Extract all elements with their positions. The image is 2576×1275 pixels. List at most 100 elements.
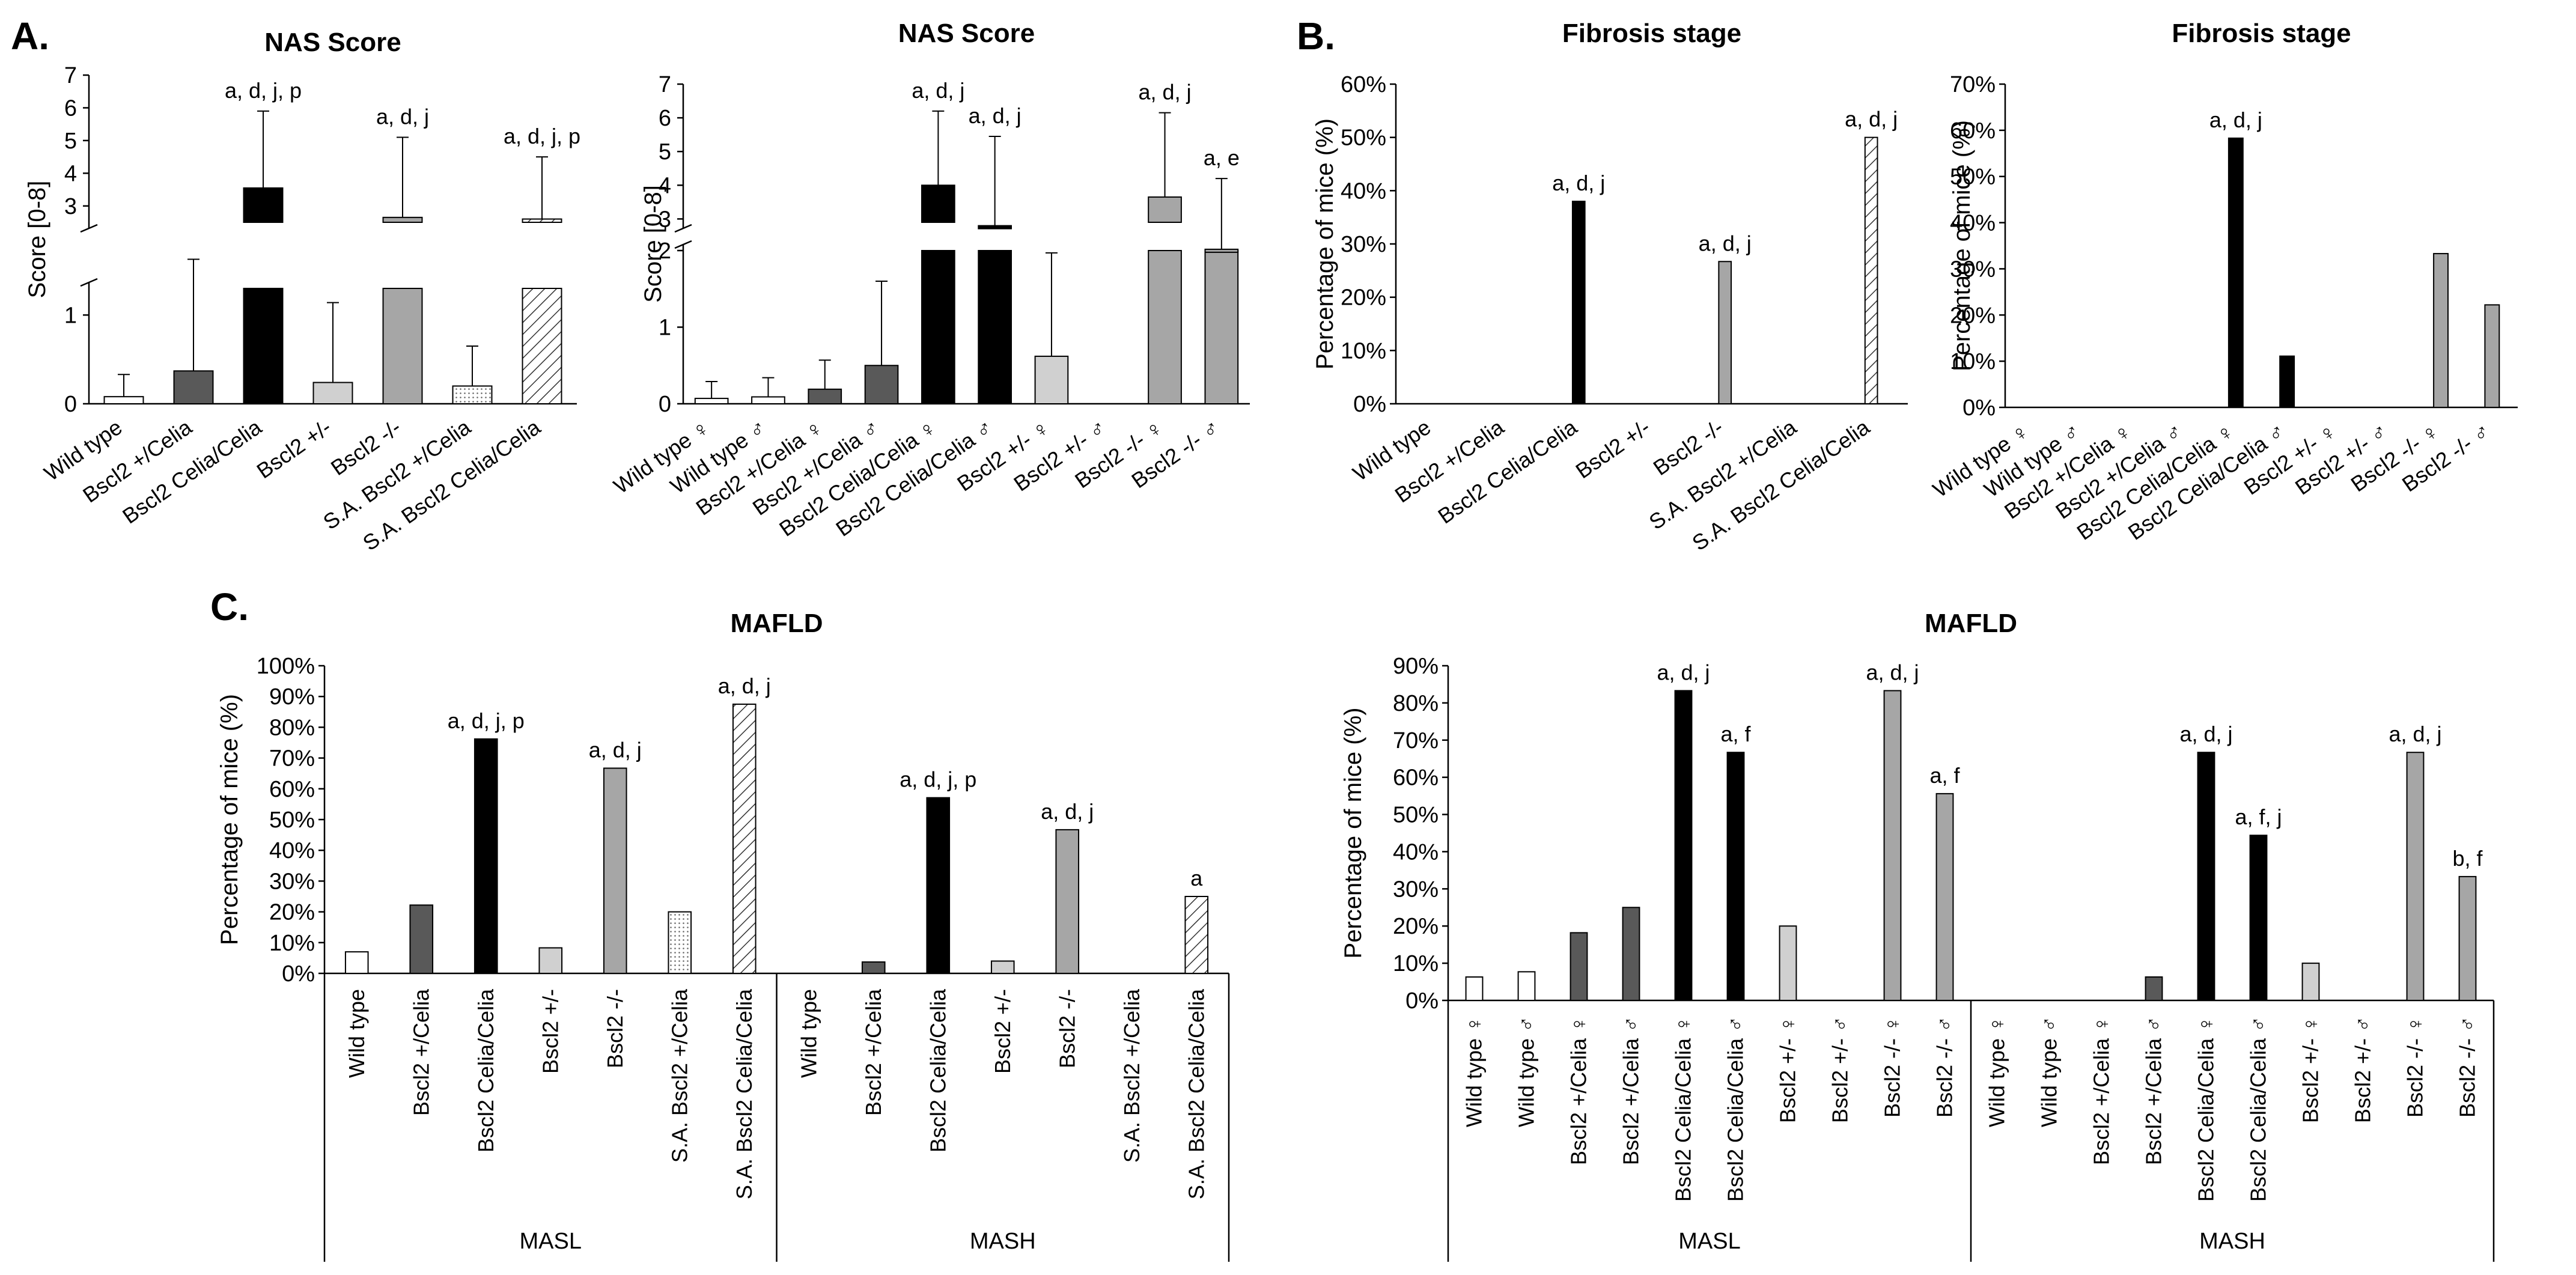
data-bar: [1204, 250, 1239, 404]
y-tick-label: 6: [659, 106, 671, 131]
x-tick-label: S.A. Bscl2 +/Celia: [1119, 988, 1144, 1163]
data-bar: [1034, 355, 1069, 405]
significance-label: a, d, j: [376, 104, 429, 129]
y-tick-label: 40%: [1393, 839, 1439, 865]
data-bar: [861, 961, 886, 975]
x-tick-label: Wild type ♂: [2037, 1016, 2062, 1127]
y-tick-label: 90%: [269, 684, 315, 710]
significance-label: a, d, j: [718, 674, 771, 698]
data-bar: [1674, 690, 1693, 1001]
data-bar: [522, 288, 562, 404]
panel-label: B.: [1297, 14, 1335, 58]
data-bar: [1864, 136, 1878, 405]
x-tick-label: S.A. Bscl2 Celia/Celia: [1184, 988, 1208, 1199]
x-tick-label: Bscl2 +/-: [538, 989, 562, 1074]
y-tick-label: 50%: [1341, 126, 1386, 151]
data-bar: [2249, 835, 2268, 1002]
y-tick-label: 40%: [269, 838, 315, 863]
significance-label: a, d, j: [1657, 660, 1710, 684]
group-label: MASL: [520, 1229, 582, 1254]
data-bar: [1465, 976, 1484, 1002]
significance-label: a, d, j: [1866, 660, 1919, 684]
y-tick-label: 20%: [1393, 914, 1439, 939]
significance-label: a, d, j: [2179, 722, 2232, 746]
y-tick-label: 0%: [1353, 392, 1386, 417]
data-bar: [473, 738, 498, 974]
data-bar: [1935, 793, 1954, 1002]
x-tick-label: Bscl2 Celia/Celia ♂: [2246, 1016, 2271, 1202]
x-tick-label: Wild type ♂: [1514, 1016, 1539, 1127]
y-tick-label: 10%: [269, 931, 315, 956]
significance-label: a, d, j, p: [225, 78, 302, 103]
chart-title: MAFLD: [1925, 609, 2017, 638]
x-tick-label: Wild type: [796, 989, 821, 1078]
y-tick-label: 7: [659, 72, 671, 97]
significance-label: a, d, j: [1845, 107, 1898, 132]
y-tick-label: 40%: [1341, 178, 1386, 204]
y-tick-label: 20%: [1950, 303, 1996, 328]
x-tick-label: Bscl2 -/-: [1055, 989, 1079, 1068]
significance-label: a, f: [1929, 763, 1960, 788]
significance-label: a, d, j: [1041, 799, 1094, 824]
data-bar: [751, 396, 785, 405]
group-label: MASH: [2199, 1229, 2265, 1254]
data-bar: [2279, 355, 2295, 409]
y-tick-label: 90%: [1393, 654, 1439, 679]
y-tick-label: 80%: [1393, 691, 1439, 716]
significance-label: a, f, j: [2235, 805, 2282, 829]
y-axis-label: Percentage of mice (%): [1949, 120, 1975, 371]
data-bar: [1148, 250, 1182, 404]
x-tick-label: Bscl2 +/Celia ♀: [2089, 1016, 2114, 1165]
x-tick-label: Bscl2 +/- ♀: [1776, 1016, 1800, 1123]
data-bar: [1718, 261, 1732, 405]
x-tick-label: Bscl2 +/- ♀: [2298, 1016, 2323, 1123]
significance-label: a, d, j: [2209, 108, 2262, 132]
y-tick-label: 80%: [269, 715, 315, 740]
y-tick-label: 10%: [1393, 951, 1439, 976]
panel-label: C.: [210, 585, 249, 628]
data-bar: [668, 911, 692, 974]
y-tick-label: 20%: [269, 900, 315, 925]
y-tick-label: 4: [64, 161, 77, 186]
significance-label: a, d, j: [912, 78, 964, 103]
y-tick-label: 0%: [1405, 988, 1439, 1014]
data-bar-upper: [978, 225, 1012, 230]
y-axis-label: Score [0-8]: [640, 185, 666, 303]
data-bar: [2301, 963, 2320, 1001]
x-tick-label: Bscl2 Celia/Celia ♂: [1723, 1016, 1748, 1202]
data-bar: [2484, 304, 2500, 408]
data-bar: [2406, 752, 2425, 1002]
y-tick-label: 5: [64, 129, 77, 154]
x-tick-label: Bscl2 -/- ♂: [2455, 1016, 2480, 1118]
data-bar: [103, 396, 144, 405]
y-tick-label: 50%: [269, 808, 315, 833]
data-bar: [344, 951, 369, 975]
group-label: MASH: [970, 1229, 1036, 1254]
x-tick-label: Bscl2 +/Celia ♀: [1567, 1016, 1591, 1165]
y-tick-label: 50%: [1393, 803, 1439, 828]
y-tick-label: 2: [659, 239, 671, 264]
y-tick-label: 70%: [1393, 728, 1439, 753]
y-tick-label: 60%: [1950, 118, 1996, 144]
y-axis-label: Percentage of mice (%): [216, 694, 243, 945]
y-tick-label: 20%: [1341, 285, 1386, 311]
x-tick-label: Bscl2 Celia/Celia: [925, 988, 950, 1152]
data-bar: [732, 704, 757, 974]
data-bar: [2227, 137, 2244, 408]
data-bar: [694, 398, 729, 405]
data-bar: [538, 947, 563, 975]
axis-break-mark: [674, 240, 692, 249]
data-bar-upper: [522, 218, 562, 223]
chart-title: NAS Score: [264, 28, 401, 57]
data-bar: [1883, 690, 1902, 1001]
axis-break-mark: [80, 224, 98, 233]
x-tick-label: Bscl2 +/-: [252, 415, 336, 483]
data-bar: [1184, 896, 1209, 974]
data-bar-upper: [1204, 248, 1239, 253]
y-tick-label: 10%: [1950, 349, 1996, 374]
significance-label: a, e: [1204, 145, 1240, 170]
data-bar-upper: [382, 216, 423, 224]
x-tick-label: Bscl2 Celia/Celia ♀: [2194, 1016, 2218, 1202]
significance-label: a, d, j: [1139, 80, 1192, 105]
x-tick-label: S.A. Bscl2 +/Celia: [667, 988, 692, 1163]
